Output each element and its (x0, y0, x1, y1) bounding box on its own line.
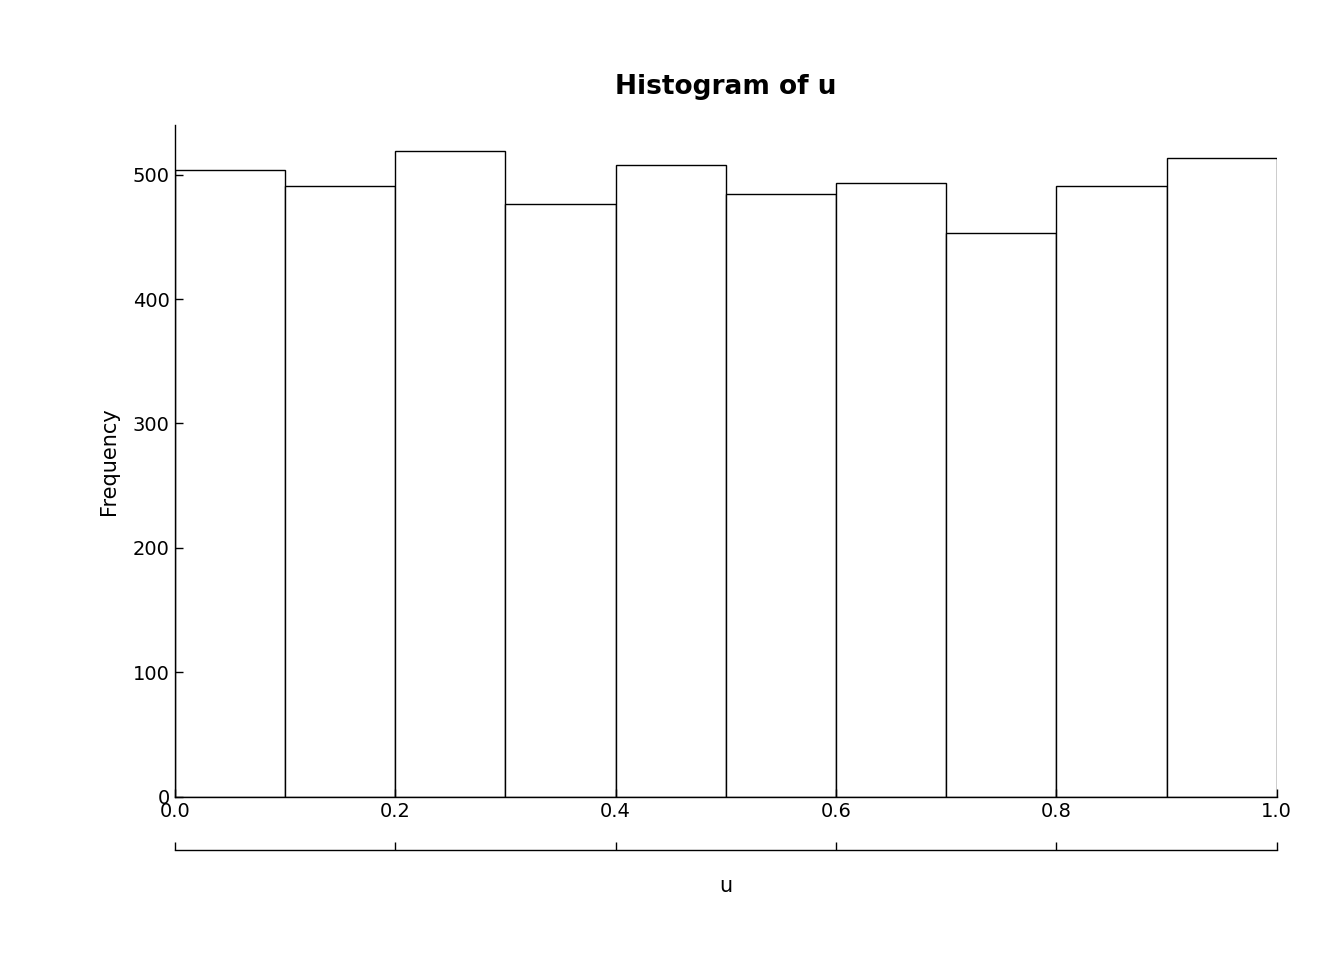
Bar (1167, 158, 1277, 797)
Bar (505, 204, 616, 797)
Bar (946, 233, 1056, 797)
Bar (175, 170, 285, 797)
X-axis label: u: u (719, 876, 732, 897)
Title: Histogram of u: Histogram of u (616, 74, 836, 100)
Bar (395, 151, 505, 797)
Bar (616, 164, 726, 797)
Bar (726, 195, 836, 797)
Bar (836, 183, 946, 797)
Bar (1056, 186, 1167, 797)
Bar (285, 186, 395, 797)
Y-axis label: Frequency: Frequency (99, 407, 120, 515)
